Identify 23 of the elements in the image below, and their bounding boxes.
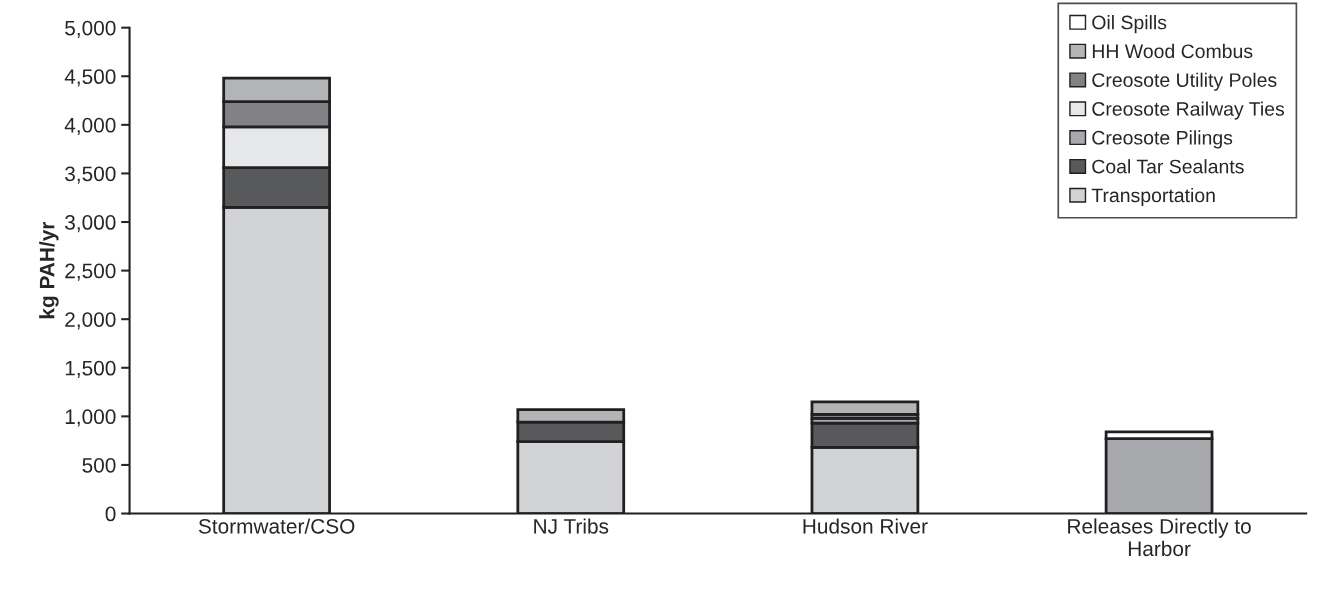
y-tick-label: 2,500 bbox=[65, 263, 116, 281]
x-tick-label: Releases Directly to Harbor bbox=[1068, 518, 1251, 557]
y-tick-label: 5,000 bbox=[65, 20, 116, 38]
legend-label: Creosote Railway Ties bbox=[1092, 101, 1285, 120]
legend-label: Coal Tar Sealants bbox=[1092, 159, 1244, 174]
y-tick-label: 2,000 bbox=[65, 312, 116, 330]
x-tick-label: NJ Tribs bbox=[534, 518, 609, 534]
x-tick-label: Hudson River bbox=[803, 518, 928, 534]
y-tick-label: 3,500 bbox=[65, 166, 116, 184]
y-axis-title: kg PAH/yr bbox=[39, 221, 59, 319]
y-tick-label: 0 bbox=[105, 506, 116, 522]
x-tick-label: Stormwater/CSO bbox=[198, 518, 355, 534]
y-tick-label: 4,000 bbox=[64, 117, 116, 136]
y-tick-label: 1,000 bbox=[65, 409, 116, 427]
legend-label: Transportation bbox=[1091, 187, 1215, 207]
y-tick-label: 1,500 bbox=[65, 360, 116, 378]
y-tick-label: 500 bbox=[82, 457, 116, 473]
y-tick-label: 3,000 bbox=[65, 215, 116, 233]
legend-label: Creosote Utility Poles bbox=[1092, 72, 1277, 91]
legend-label: HH Wood Combus bbox=[1092, 43, 1253, 59]
legend-label: Creosote Pilings bbox=[1092, 130, 1233, 149]
legend-label: Oil Spills bbox=[1092, 15, 1167, 34]
y-tick-label: 4,500 bbox=[64, 69, 116, 87]
